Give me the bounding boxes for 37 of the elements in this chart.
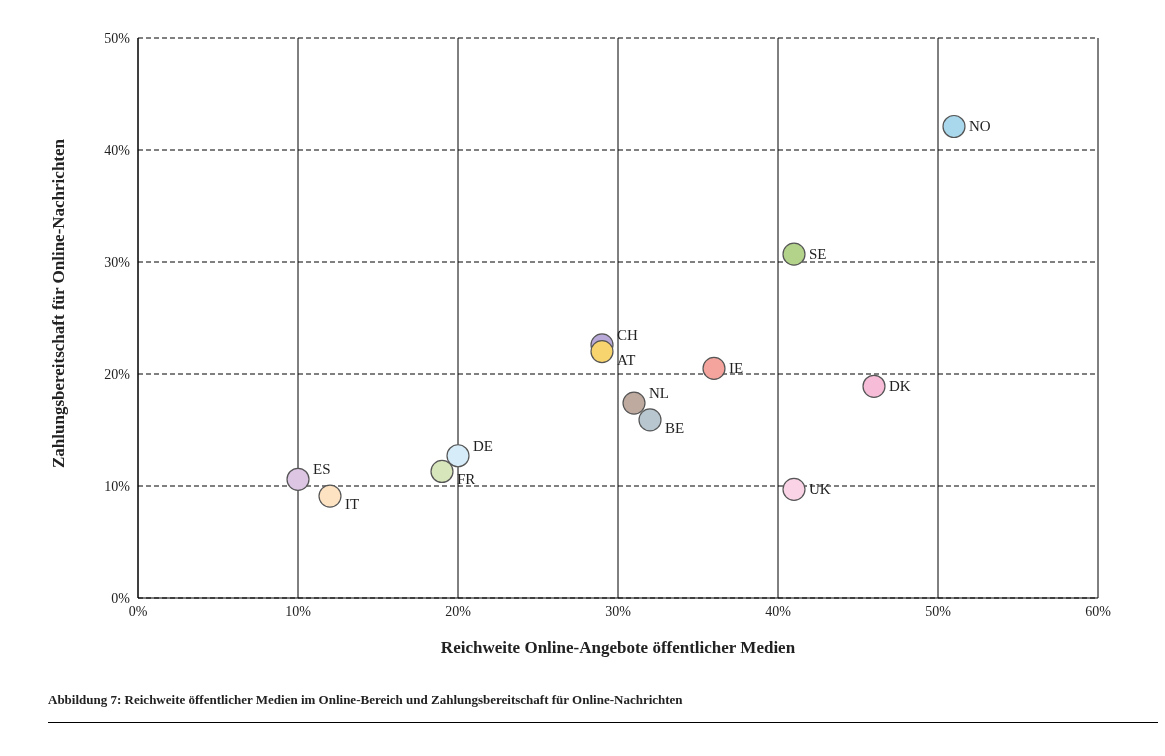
- y-tick-label: 40%: [104, 142, 131, 158]
- series-label: IT: [345, 496, 360, 513]
- x-tick-label: 30%: [605, 603, 632, 619]
- x-tick-label: 10%: [285, 603, 312, 619]
- x-tick-label: 0%: [128, 603, 148, 619]
- series-label: DK: [889, 378, 911, 395]
- x-axis-title: Reichweite Online-Angebote öffentlicher Medien: [440, 638, 796, 657]
- series-label: NL: [649, 385, 669, 402]
- series-label: SE: [809, 246, 827, 263]
- point: [446, 444, 470, 468]
- x-tick-label: 50%: [925, 603, 952, 619]
- x-tick-label: 40%: [765, 603, 792, 619]
- point: [430, 459, 454, 484]
- series-label: IE: [729, 360, 744, 377]
- point: [622, 391, 646, 415]
- point: [782, 242, 806, 266]
- point: [782, 477, 806, 501]
- y-tick-label: 30%: [104, 254, 131, 270]
- text: Abbildung 7: Reichweite öffentlicher Medien im Online-Bereich und Zahlungsbereitschaft für Online-Nachrichten: [48, 692, 684, 708]
- series-label: NO: [969, 118, 991, 135]
- y-tick-label: 10%: [104, 478, 131, 494]
- y-tick-label: 50%: [104, 30, 131, 46]
- y-tick-label: 0%: [111, 590, 131, 606]
- series-label: ES: [313, 461, 331, 478]
- x-tick-label: 20%: [445, 603, 472, 619]
- point: [286, 467, 310, 491]
- x-tick-label: 60%: [1085, 603, 1112, 619]
- point: [862, 374, 886, 398]
- series-label: BE: [665, 419, 685, 436]
- point: [590, 340, 614, 364]
- y-tick-label: 20%: [104, 366, 131, 382]
- point: [318, 484, 342, 508]
- series-label: DE: [473, 437, 493, 454]
- point: [942, 114, 966, 139]
- y-axis-title: Zahlungsbereitschaft für Online-Nachrichten: [49, 138, 69, 468]
- point: [702, 356, 726, 380]
- point: [638, 408, 662, 432]
